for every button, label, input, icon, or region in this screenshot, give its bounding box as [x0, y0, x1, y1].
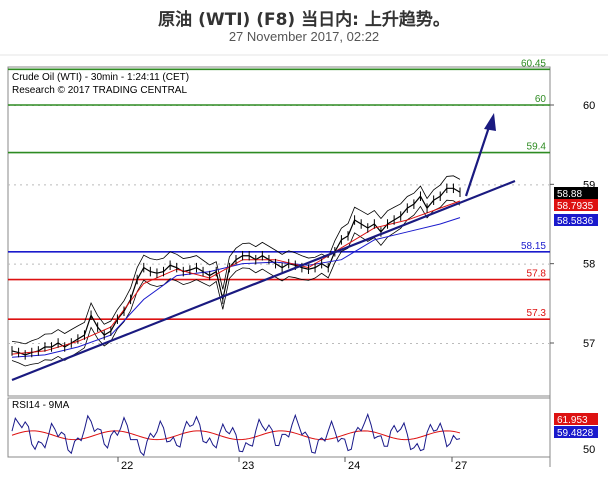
level-label: 58.15	[521, 241, 546, 252]
price-tag-label: 58.88	[557, 189, 582, 200]
upper-band	[11, 175, 461, 345]
price-tag-label: 58.5836	[557, 216, 594, 227]
rsi-tag-label: 61.953	[557, 415, 588, 426]
rsi-tag-bg	[554, 413, 598, 425]
y-tick-label: 58	[583, 259, 595, 271]
rsi-tick-label: 50	[583, 444, 595, 456]
price-tag-bg	[554, 187, 598, 199]
rsi-panel	[7, 397, 551, 458]
rsi-tag-bg	[554, 426, 598, 438]
x-tick-label: 22	[121, 460, 133, 472]
price-series	[11, 183, 461, 360]
forecast-arrow	[464, 123, 492, 197]
rsi-ma-line	[11, 430, 461, 441]
series-line	[11, 217, 461, 358]
arrow-head	[484, 113, 496, 131]
trend-lines	[11, 113, 516, 382]
level-label: 60.45	[521, 58, 546, 69]
chart-subtitle: Research © 2017 TRADING CENTRAL	[12, 85, 187, 96]
page-title: 原油 (WTI) (F8) 当日内: 上升趋势。	[158, 10, 450, 30]
level-label: 57.3	[527, 308, 547, 319]
lower-band	[11, 199, 461, 367]
x-axis: 22 23 24 27	[117, 457, 467, 472]
level-label: 57.8	[527, 269, 547, 280]
rsi-line	[11, 412, 461, 457]
main-panel	[7, 66, 551, 397]
levels-group: 60.45 60 59.4 58.15 57.8 57.3	[8, 58, 550, 321]
level-label: 59.4	[527, 142, 547, 153]
rsi-tag-label: 59.4828	[557, 428, 594, 439]
x-tick-label: 24	[348, 460, 360, 472]
trendline	[11, 179, 516, 382]
chart-title: Crude Oil (WTI) - 30min - 1:24:11 (CET)	[12, 72, 189, 83]
price-tag-bg	[554, 199, 598, 211]
rsi-series: 50 61.953 59.4828	[11, 412, 598, 457]
header: 原油 (WTI) (F8) 当日内: 上升趋势。 27 November 201…	[0, 0, 608, 54]
price-tag-label: 58.7935	[557, 201, 594, 212]
level-label: 60	[535, 94, 547, 105]
x-tick-label: 27	[455, 460, 467, 472]
y-tick-label: 60	[583, 100, 595, 112]
y-tick-label: 57	[583, 338, 595, 350]
rsi-title: RSI14 - 9MA	[12, 400, 70, 411]
bollinger-bands	[11, 175, 461, 367]
page-subtitle: 27 November 2017, 02:22	[228, 29, 380, 44]
x-tick-label: 23	[242, 460, 254, 472]
price-tag-bg	[554, 214, 598, 226]
